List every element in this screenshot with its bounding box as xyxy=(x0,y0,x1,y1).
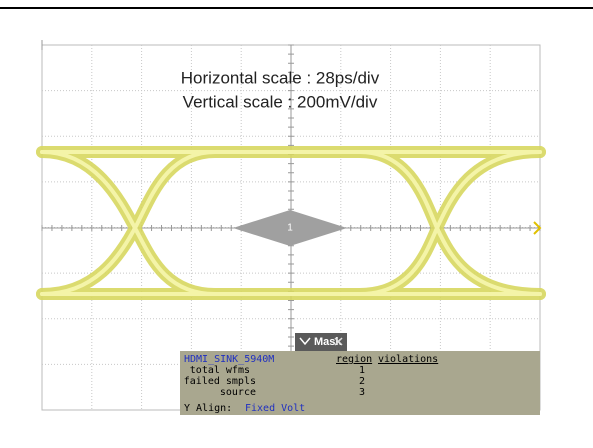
row-label: source xyxy=(220,387,256,398)
row-value: 1 xyxy=(359,365,365,376)
mask-name: HDMI_SINK_5940M xyxy=(184,354,274,365)
row-label: total wfms xyxy=(190,365,250,376)
mask-region xyxy=(233,210,347,246)
tab-arrow xyxy=(299,337,311,346)
center-marker: 1 xyxy=(287,223,293,234)
eye-diagram xyxy=(36,146,546,300)
align-value: Fixed Volt xyxy=(245,403,305,414)
row-label: failed smpls xyxy=(184,376,256,387)
annotation: Horizontal scale : 28ps/div xyxy=(181,68,380,87)
panel-body xyxy=(180,351,540,415)
trigger-marker xyxy=(533,221,542,235)
column-header: region xyxy=(336,354,372,365)
align-label: Y Align: xyxy=(184,403,232,414)
mask-tab[interactable] xyxy=(295,333,347,351)
row-value: 3 xyxy=(359,387,365,398)
mask-panel: Mask HDMI_SINK_5940M region violations t… xyxy=(180,333,540,415)
row-value: 2 xyxy=(359,376,365,387)
close-icon[interactable] xyxy=(334,337,343,346)
annotation: Vertical scale : 200mV/div xyxy=(183,92,378,111)
column-header: violations xyxy=(378,354,438,365)
